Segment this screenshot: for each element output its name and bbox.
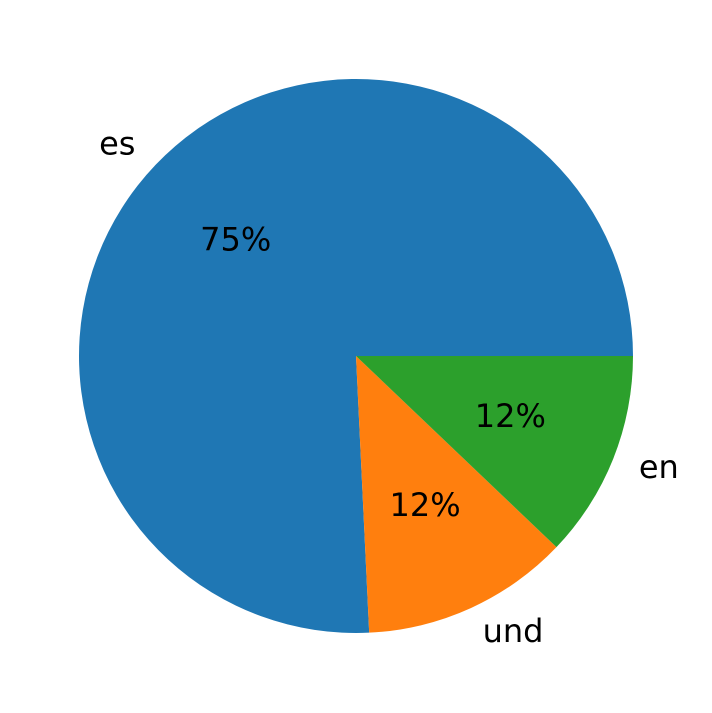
percent-label: 75% [200,220,271,258]
pie-slice [356,356,633,548]
slice-label: und [483,612,544,650]
slice-label: es [99,125,135,163]
slice-label: en [639,448,679,486]
percent-label: 12% [475,397,546,435]
pie-slice [78,78,634,634]
percent-label: 12% [389,486,460,524]
pie-slice [356,356,557,633]
